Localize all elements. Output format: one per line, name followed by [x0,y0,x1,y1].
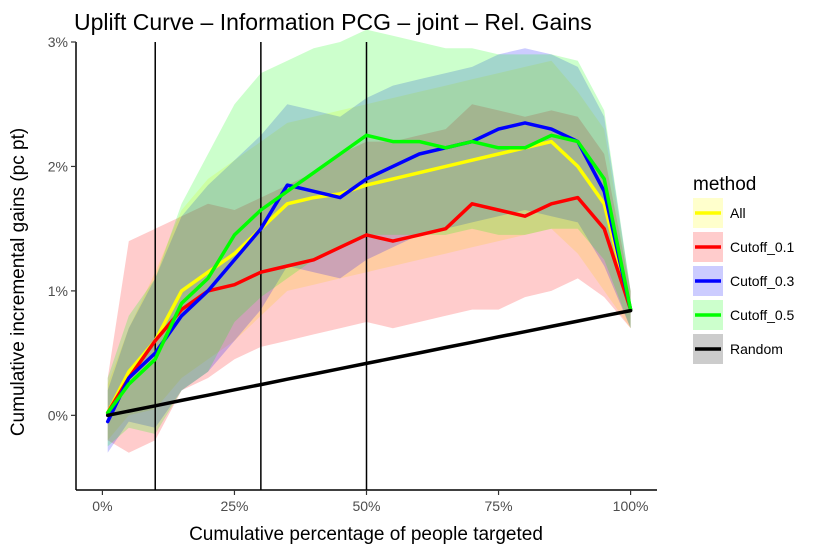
legend-label: All [730,205,746,221]
x-axis-title: Cumulative percentage of people targeted [189,524,543,545]
legend-label: Random [730,341,783,357]
series-line-all [105,139,633,415]
legend-label: Cutoff_0.1 [730,239,795,255]
band-all [107,60,631,441]
y-tick-label: 1% [48,283,68,299]
x-tick-label: 50% [352,498,380,514]
y-axis-title: Cumulative incremental gains (pc pt) [8,128,29,436]
y-tick-label: 0% [48,407,68,423]
series-line-cutoff-0-1 [105,195,633,415]
cutoff-lines [154,42,368,490]
legend-title: method [693,174,756,195]
band-cutoff-0-5 [107,29,631,447]
legend: method All Cutoff_0.1 Cutoff_0.3 Cutoff_0.5… [693,174,795,364]
legend-item-random: Random [693,334,783,364]
axes: 0% 1% 2% 3% 0% 25% 50% 75% 100% [48,34,657,514]
legend-item-cutoff-0-1: Cutoff_0.1 [693,232,795,262]
x-tick-label: 0% [92,498,112,514]
x-tick-label: 25% [220,498,248,514]
confidence-bands [107,29,631,453]
y-tick-label: 3% [48,34,68,50]
legend-item-all: All [693,198,746,228]
band-cutoff-0-1 [107,104,631,453]
series-lines [105,121,633,424]
x-tick-label: 100% [613,498,649,514]
legend-item-cutoff-0-5: Cutoff_0.5 [693,300,795,330]
series-line-cutoff-0-5 [105,133,633,415]
legend-item-cutoff-0-3: Cutoff_0.3 [693,266,795,296]
y-tick-label: 2% [48,158,68,174]
x-tick-label: 75% [485,498,513,514]
legend-label: Cutoff_0.5 [730,307,795,323]
chart-title: Uplift Curve – Information PCG – joint –… [74,9,592,35]
series-line-random [105,308,633,418]
series-line-cutoff-0-3 [105,121,633,424]
legend-label: Cutoff_0.3 [730,273,795,289]
